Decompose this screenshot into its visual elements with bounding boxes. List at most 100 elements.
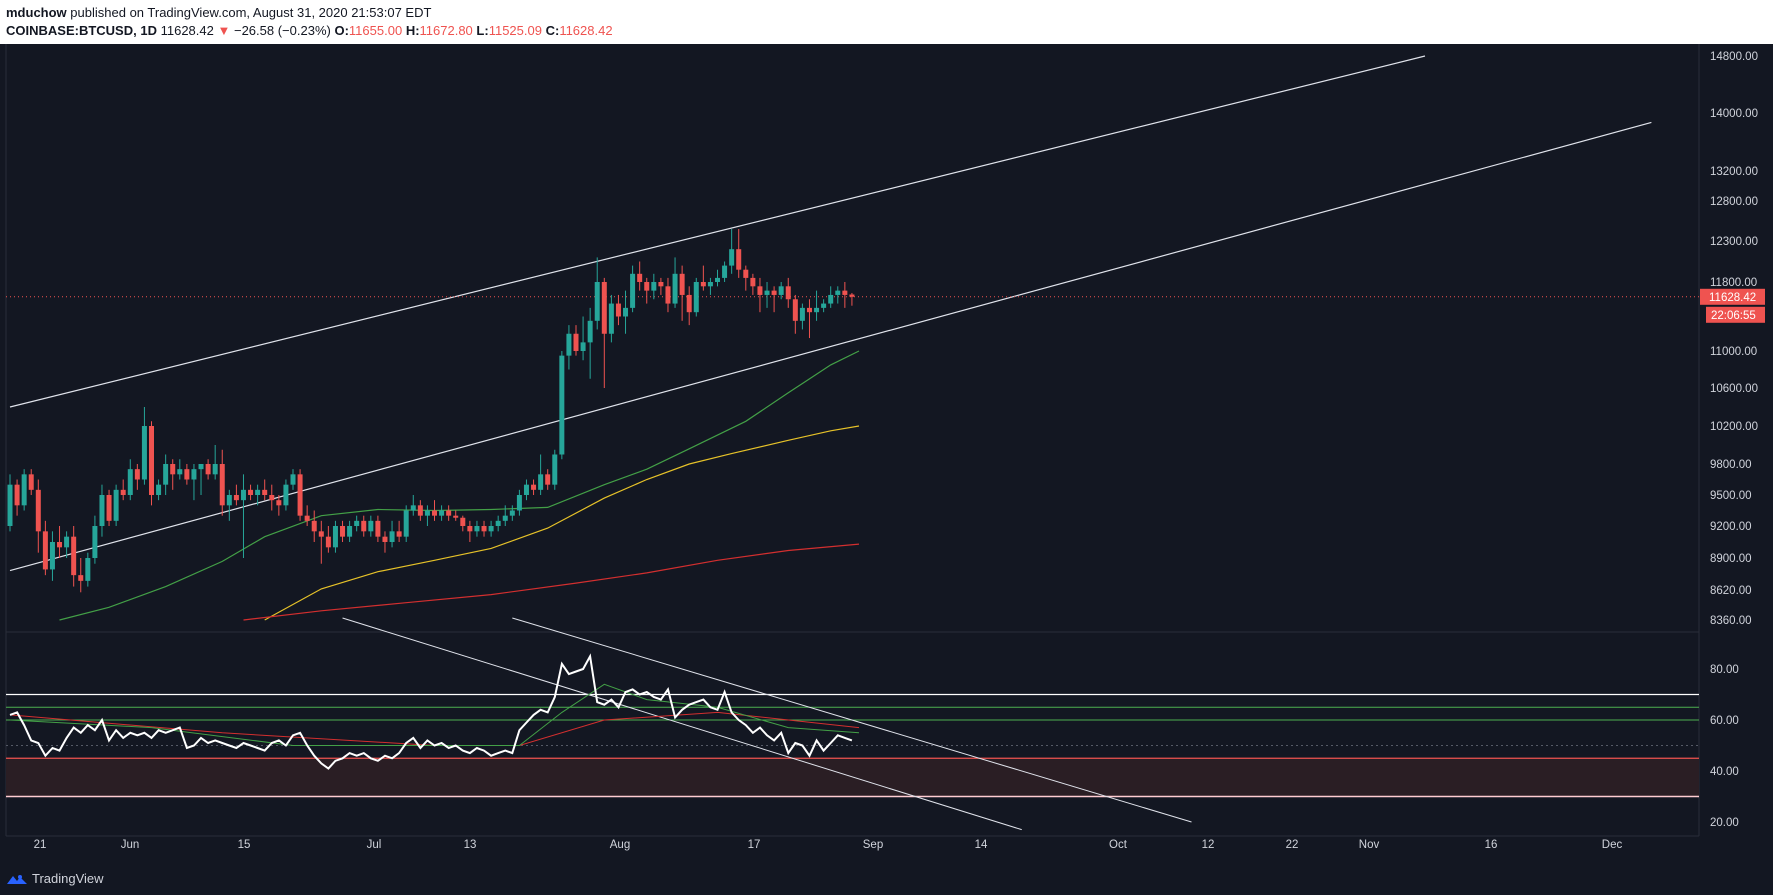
candle-body <box>375 520 381 537</box>
candle-body <box>64 536 70 548</box>
candle <box>552 449 558 490</box>
candle <box>835 286 841 304</box>
candle-body <box>276 500 282 506</box>
candle-body <box>219 464 225 506</box>
candle <box>651 273 657 300</box>
candle-body <box>35 489 41 532</box>
candle <box>757 277 763 313</box>
last-price-tag <box>1700 288 1765 305</box>
price-tick-label: 8360.00 <box>1710 615 1752 627</box>
candle-body <box>318 531 324 537</box>
candle <box>21 469 27 511</box>
time-tick-label: 22 <box>1286 839 1299 851</box>
candle-body <box>439 510 445 516</box>
candle-body <box>835 290 841 295</box>
time-tick-label: 17 <box>748 839 761 851</box>
time-tick-label: Nov <box>1359 839 1380 851</box>
symbol-label[interactable]: COINBASE:BTCUSD, 1D <box>6 23 157 38</box>
candle <box>460 515 466 532</box>
candle <box>325 526 331 553</box>
candle-body <box>177 469 183 475</box>
candle <box>368 515 374 537</box>
candle-body <box>184 469 190 480</box>
candle-body <box>156 484 162 495</box>
candle <box>432 500 437 521</box>
candle-body <box>764 290 770 295</box>
candle-body <box>849 294 855 297</box>
candle <box>672 257 678 308</box>
candle-body <box>715 277 720 282</box>
candle <box>14 479 20 516</box>
candle <box>545 469 551 490</box>
candle-body <box>573 333 579 351</box>
time-tick-label: Aug <box>610 839 630 851</box>
candle <box>474 520 480 537</box>
candle <box>7 474 13 532</box>
candle-body <box>134 469 140 480</box>
candle-body <box>608 303 614 334</box>
candle <box>163 454 169 495</box>
candle-body <box>531 484 537 490</box>
candle <box>269 484 275 511</box>
candle-body <box>149 426 154 495</box>
price-chart[interactable]: 14800.00 14000.00 13200.00 12800.00 12300.00… <box>0 44 1773 866</box>
candle-body <box>488 526 494 532</box>
candle <box>637 261 643 291</box>
candle-body <box>778 286 784 295</box>
last-price-tag-label: 11628.42 <box>1709 292 1756 304</box>
author-name[interactable]: mduchow <box>6 5 67 20</box>
candle-body <box>283 484 289 506</box>
candles <box>7 229 855 593</box>
candle <box>233 484 239 506</box>
candle-body <box>707 282 713 287</box>
chart-footer: TradingView <box>0 866 1773 895</box>
candle <box>686 286 692 326</box>
candle-body <box>446 510 452 516</box>
candle <box>502 505 508 526</box>
candle <box>248 484 254 501</box>
candle-body <box>120 489 126 495</box>
candle-body <box>325 536 331 548</box>
time-tick-label: 15 <box>238 839 251 851</box>
candle <box>28 469 34 495</box>
candle <box>389 520 395 548</box>
price-tick-label: 9800.00 <box>1710 459 1752 471</box>
candle-body <box>205 464 211 475</box>
candle-body <box>665 286 671 304</box>
candle-body <box>757 286 763 295</box>
candle-body <box>78 575 84 581</box>
brand-logo[interactable]: TradingView <box>6 871 104 886</box>
candle-body <box>474 526 480 532</box>
candle <box>849 292 855 306</box>
time-tick-label: 13 <box>464 839 477 851</box>
candle <box>340 520 346 542</box>
rsi-ma-line <box>9 683 860 746</box>
candle <box>580 316 586 361</box>
candle <box>191 464 197 501</box>
price-tick-label: 10200.00 <box>1710 421 1758 433</box>
candle <box>226 489 232 521</box>
time-tick-label: Jun <box>121 839 140 851</box>
candle <box>785 277 791 308</box>
candle-body <box>651 282 657 291</box>
candle-body <box>297 474 303 516</box>
candle <box>297 469 303 521</box>
ohlc-legend: COINBASE:BTCUSD, 1D 11628.42 ▼ −26.58 (−… <box>6 23 613 38</box>
candle <box>64 531 70 558</box>
candle-body <box>594 282 600 321</box>
candle-body <box>170 464 176 475</box>
candle <box>283 479 289 511</box>
candle <box>184 464 190 485</box>
candle <box>693 277 699 317</box>
candle <box>57 526 63 558</box>
candle <box>778 282 784 300</box>
moving-averages <box>59 350 860 621</box>
candle <box>354 515 360 532</box>
price-tick-label: 9200.00 <box>1710 521 1752 533</box>
candle-body <box>424 510 430 516</box>
candle <box>601 277 607 388</box>
candle <box>608 294 614 343</box>
candle-body <box>601 282 607 334</box>
time-tick-label: Sep <box>863 839 883 851</box>
candle-body <box>799 307 805 321</box>
